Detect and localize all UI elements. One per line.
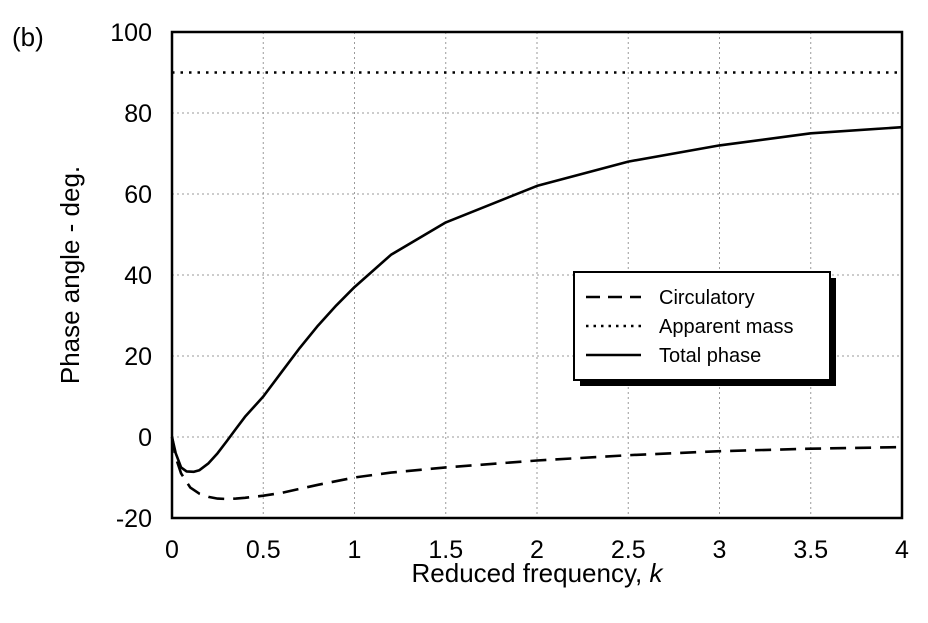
y-tick-label: 0 (138, 424, 152, 452)
legend-label-apparent-mass: Apparent mass (659, 316, 794, 338)
y-axis-title: Phase angle - deg. (55, 166, 85, 384)
x-tick-label: 0 (165, 536, 179, 564)
y-tick-label: 80 (124, 100, 152, 128)
x-tick-label: 3 (713, 536, 727, 564)
series-line-total-phase (170, 125, 903, 474)
legend-box (573, 271, 831, 381)
x-axis-title-text: Reduced frequency, (412, 558, 650, 588)
y-tick-labels: -20 0 20 40 60 80 100 (110, 19, 152, 533)
x-axis-title-variable: k (650, 558, 665, 588)
legend-item-total-phase: Total phase (586, 345, 761, 367)
x-tick-label: 4 (895, 536, 909, 564)
legend-label-total-phase: Total phase (659, 345, 761, 367)
x-tick-label: 0.5 (246, 536, 281, 564)
y-tick-label: 20 (124, 343, 152, 371)
x-tick-label: 1.5 (428, 536, 463, 564)
x-tick-label: 1 (348, 536, 362, 564)
legend: Circulatory Apparent mass Total phase (573, 271, 836, 386)
x-tick-labels: 0 0.5 1 1.5 2 2.5 3 3.5 4 (165, 536, 909, 564)
x-tick-label: 2.5 (611, 536, 646, 564)
y-tick-label: 60 (124, 181, 152, 209)
series-line-circulatory (170, 436, 903, 501)
panel-label: (b) (12, 22, 44, 52)
x-axis-title: Reduced frequency, k (412, 558, 665, 588)
legend-label-circulatory: Circulatory (659, 287, 755, 309)
x-tick-label: 2 (530, 536, 544, 564)
plot-frame (170, 30, 904, 520)
x-tick-label: 3.5 (793, 536, 828, 564)
y-tick-label: -20 (116, 505, 152, 533)
y-tick-label: 100 (110, 19, 152, 47)
legend-item-circulatory: Circulatory (586, 287, 755, 309)
legend-item-apparent-mass: Apparent mass (586, 316, 794, 338)
y-tick-label: 40 (124, 262, 152, 290)
series-layer (170, 71, 903, 501)
